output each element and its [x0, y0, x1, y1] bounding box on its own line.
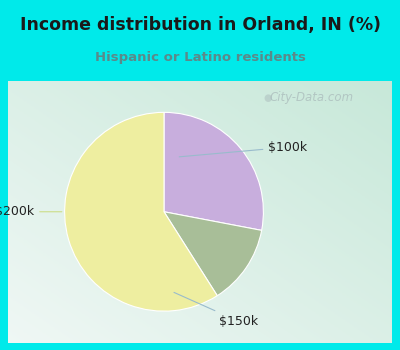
Text: ●: ●: [264, 93, 272, 103]
Wedge shape: [65, 112, 217, 311]
Text: $100k: $100k: [179, 141, 308, 157]
Text: City-Data.com: City-Data.com: [270, 91, 354, 105]
Wedge shape: [164, 212, 262, 296]
Wedge shape: [164, 112, 263, 230]
Text: Income distribution in Orland, IN (%): Income distribution in Orland, IN (%): [20, 16, 380, 34]
Text: Hispanic or Latino residents: Hispanic or Latino residents: [94, 51, 306, 64]
Text: $150k: $150k: [174, 292, 258, 328]
Text: $200k: $200k: [0, 205, 62, 218]
